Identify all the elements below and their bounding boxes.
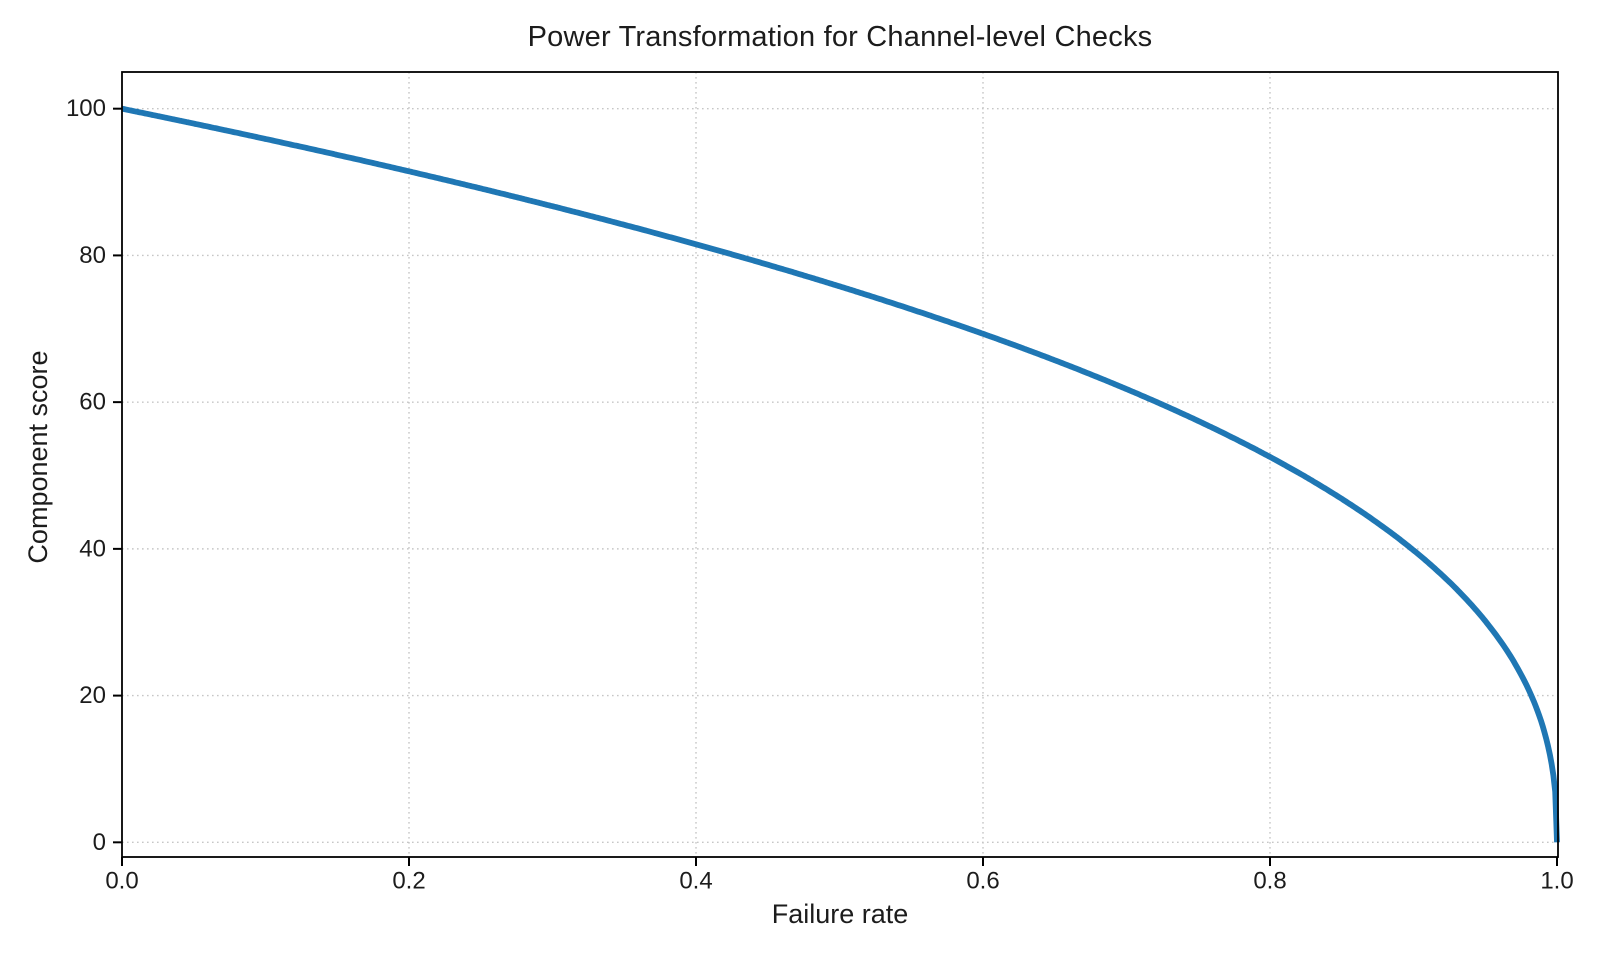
x-tick-label: 0.2: [392, 868, 425, 895]
y-tick-label: 60: [79, 389, 106, 416]
x-tick-label: 0.6: [966, 868, 999, 895]
y-tick-label: 40: [79, 535, 106, 562]
x-tick-label: 0.4: [679, 868, 712, 895]
x-tick-label: 0.0: [105, 868, 138, 895]
y-tick-label: 100: [66, 95, 106, 122]
y-tick-label: 0: [93, 829, 106, 856]
y-tick-label: 80: [79, 242, 106, 269]
x-tick-label: 1.0: [1540, 868, 1573, 895]
x-axis-label: Failure rate: [771, 899, 909, 929]
x-tick-label: 0.8: [1253, 868, 1286, 895]
chart-title: Power Transformation for Channel-level C…: [527, 21, 1153, 53]
y-tick-label: 20: [79, 682, 106, 709]
axes-spines: [121, 71, 1559, 858]
score-curve: [120, 105, 1560, 843]
